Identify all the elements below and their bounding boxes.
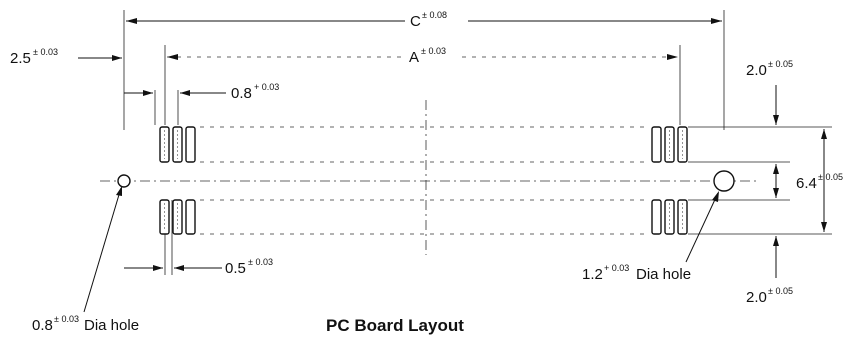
dimension-pad-pitch: 0.8 + 0.03 (124, 82, 279, 102)
pad (185, 126, 196, 163)
dim-pad-width-tolerance: ± 0.03 (248, 257, 273, 267)
dimension-a: A ± 0.03 (167, 46, 678, 66)
large-hole (713, 170, 735, 192)
dim-a-value: A (409, 49, 419, 66)
dim-pad-width-value: 0.5 (225, 260, 246, 277)
dimension-inner-gap (773, 164, 779, 198)
dimension-row-spacing: 6.4 ± 0.05 (796, 129, 843, 232)
dim-pad-pitch-value: 0.8 (231, 85, 252, 102)
pad (651, 199, 662, 235)
dim-row-spacing-value: 6.4 (796, 175, 817, 192)
small-hole-suffix: Dia hole (84, 317, 139, 334)
leader-small-hole: 0.8 ± 0.03 Dia hole (32, 186, 139, 334)
dimension-c: C ± 0.08 (126, 10, 722, 30)
dim-c-tolerance: ± 0.08 (422, 10, 447, 20)
large-hole-tolerance: + 0.03 (604, 263, 629, 273)
dimension-bottom-margin: 2.0 ± 0.05 (746, 236, 793, 306)
small-hole (117, 174, 131, 188)
dim-left-offset-value: 2.5 (10, 50, 31, 67)
dim-top-margin-tolerance: ± 0.05 (768, 59, 793, 69)
drawing-title: PC Board Layout (326, 316, 464, 335)
dim-bottom-margin-value: 2.0 (746, 289, 767, 306)
pad (677, 126, 688, 163)
leader-large-hole: 1.2 + 0.03 Dia hole (582, 191, 719, 283)
pad (664, 126, 675, 163)
pads-left-bottom (159, 199, 196, 235)
pad (159, 126, 170, 163)
pads-right-top (651, 126, 688, 163)
pad (651, 126, 662, 163)
dim-left-offset-tolerance: ± 0.03 (33, 47, 58, 57)
large-hole-suffix: Dia hole (636, 266, 691, 283)
dim-row-spacing-tolerance: ± 0.05 (818, 172, 843, 182)
center-lines (100, 100, 832, 255)
dim-top-margin-value: 2.0 (746, 62, 767, 79)
dimension-pad-width: 0.5 ± 0.03 (124, 257, 273, 277)
pad (172, 126, 183, 163)
small-hole-value: 0.8 (32, 317, 53, 334)
small-hole-tolerance: ± 0.03 (54, 314, 79, 324)
dim-c-value: C (410, 13, 421, 30)
dim-bottom-margin-tolerance: ± 0.05 (768, 286, 793, 296)
dim-a-tolerance: ± 0.03 (421, 46, 446, 56)
pads-left-top (159, 126, 196, 163)
dimension-left-offset: 2.5 ± 0.03 (10, 47, 122, 67)
large-hole-value: 1.2 (582, 266, 603, 283)
dimension-top-margin: 2.0 ± 0.05 (746, 59, 793, 125)
dim-pad-pitch-tolerance: + 0.03 (254, 82, 279, 92)
pad (185, 199, 196, 235)
pads-right-bottom (651, 199, 688, 235)
